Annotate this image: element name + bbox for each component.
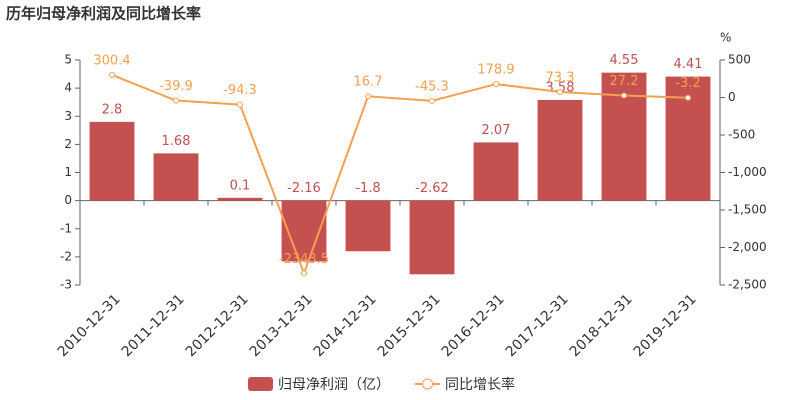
x-tick-label: 2014-12-31 (311, 291, 380, 360)
bar (153, 153, 199, 201)
line-value-label: 73.3 (546, 71, 575, 86)
bar (345, 200, 391, 252)
line-value-label: -94.3 (223, 83, 257, 98)
bar-value-label: 0.1 (230, 178, 251, 193)
bar (89, 121, 135, 201)
line-point (365, 93, 371, 100)
x-tick-label: 2015-12-31 (375, 291, 444, 360)
legend-label: 归母净利润（亿） (278, 376, 390, 393)
bar-value-label: 2.8 (102, 102, 123, 117)
line-value-label: -45.3 (415, 79, 449, 94)
line (111, 74, 689, 277)
line-value-label: 27.2 (610, 74, 639, 89)
x-tick-label: 2016-12-31 (439, 291, 508, 360)
y-tick-label: -3 (60, 278, 72, 292)
y2-tick-label: -2,500 (728, 278, 767, 292)
y-tick-label: 4 (64, 81, 72, 95)
line-point (301, 270, 307, 277)
line-point (685, 94, 691, 101)
line-value-label: 16.7 (354, 75, 383, 90)
bar-value-label: 4.41 (674, 57, 703, 72)
y-tick-label: 1 (64, 165, 72, 179)
line-point (173, 97, 179, 104)
line-value-label: -2343.5 (279, 252, 329, 267)
legend-swatch (422, 378, 433, 390)
bar (409, 200, 455, 275)
line-point (109, 71, 115, 78)
x-tick-label: 2012-12-31 (183, 291, 252, 360)
bar-value-label: 2.07 (482, 123, 511, 138)
y2-tick-label: 0 (728, 90, 736, 104)
bar (217, 197, 263, 201)
y-tick-label: 2 (64, 137, 72, 151)
y-tick-label: -1 (60, 221, 72, 235)
legend-label: 同比增长率 (445, 376, 515, 393)
x-tick-label: 2010-12-31 (55, 291, 124, 360)
y2-axis-label: % (720, 31, 731, 45)
x-tick-label: 2018-12-31 (567, 291, 636, 360)
line-value-label: 178.9 (477, 63, 514, 78)
line-point (429, 97, 435, 104)
legend-swatch (248, 377, 273, 391)
x-tick-label: 2017-12-31 (503, 291, 572, 360)
y-tick-label: 0 (64, 193, 72, 207)
x-tick-label: 2013-12-31 (247, 291, 316, 360)
bar-value-label: 4.55 (610, 53, 639, 68)
bar (601, 72, 647, 201)
y2-tick-label: -1,500 (728, 203, 767, 217)
bar (537, 99, 583, 201)
line-point (557, 89, 563, 96)
bar-value-label: -1.8 (355, 181, 380, 196)
y2-tick-label: -500 (728, 128, 755, 142)
chart-title: 历年归母净利润及同比增长率 (6, 5, 201, 23)
y-tick-label: 3 (64, 109, 72, 123)
x-tick-label: 2011-12-31 (119, 291, 188, 360)
line-point (237, 101, 243, 108)
bar-value-label: -2.62 (415, 181, 449, 196)
y-tick-label: 5 (64, 53, 72, 67)
line-point (621, 92, 627, 99)
bar (473, 142, 519, 201)
bar-value-label: 1.68 (162, 134, 191, 149)
line-value-label: 300.4 (93, 53, 130, 68)
y2-tick-label: -1,000 (728, 165, 767, 179)
line-point (493, 81, 499, 88)
y2-tick-label: 500 (728, 53, 751, 67)
y2-tick-label: -2,000 (728, 240, 767, 254)
y-tick-label: -2 (60, 249, 72, 263)
line-value-label: -39.9 (159, 79, 193, 94)
bar-value-label: -2.16 (287, 181, 321, 196)
x-tick-label: 2019-12-31 (631, 291, 700, 360)
line-value-label: -3.2 (675, 76, 700, 91)
